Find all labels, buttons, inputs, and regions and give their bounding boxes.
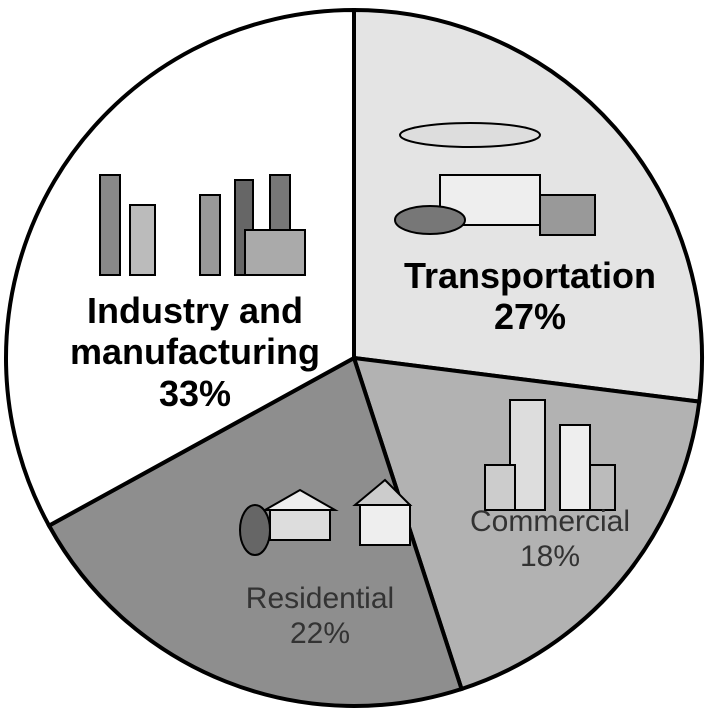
chart: Transportation27% Commercial18% Residentia… [0,0,708,711]
category-label: Commercial [430,505,670,540]
value-label: 33% [50,373,340,414]
value-label: 18% [430,540,670,575]
category-label: Transportation [390,255,670,296]
category-label: Residential [200,582,440,617]
value-label: 22% [200,617,440,652]
value-label: 27% [390,296,670,337]
category-label: Industry and manufacturing [50,290,340,373]
